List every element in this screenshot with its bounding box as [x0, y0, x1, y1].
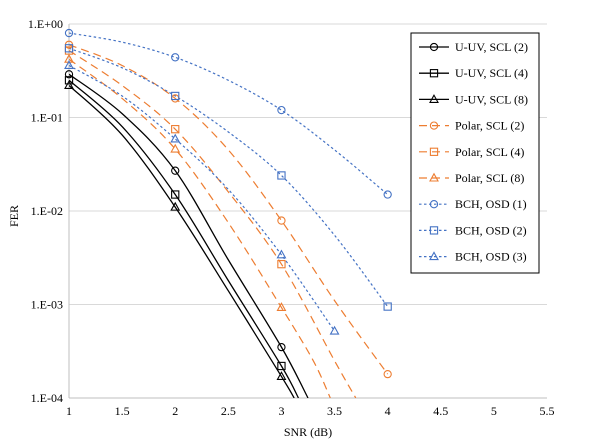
- x-tick-label: 5.5: [540, 404, 555, 418]
- legend-label: U-UV, SCL (8): [455, 92, 528, 106]
- legend-label: U-UV, SCL (2): [455, 40, 528, 54]
- y-tick-label: 1.E-01: [31, 111, 63, 125]
- data-point-marker: [171, 125, 180, 134]
- x-tick-label: 2.5: [221, 404, 236, 418]
- x-tick-label: 4.5: [433, 404, 448, 418]
- series-line-3: [69, 85, 295, 398]
- data-point-marker: [277, 342, 286, 352]
- data-point-marker: [277, 260, 286, 269]
- y-tick-label: 1.E-03: [31, 298, 63, 312]
- legend-marker: [429, 226, 439, 235]
- x-tick-label: 3: [278, 404, 284, 418]
- legend-label: Polar, SCL (8): [455, 171, 524, 185]
- series-line-5: [69, 50, 357, 398]
- legend-label: BCH, OSD (2): [455, 223, 527, 237]
- data-point-marker: [170, 201, 181, 211]
- tick-labels: 1 1.5 2 2.5 3 3.5 4 4.5 5 5.5 1.E-04 1.E-03 1.E-02 1.…: [28, 17, 555, 418]
- data-point-marker: [64, 70, 74, 79]
- legend-marker: [429, 251, 439, 261]
- series-line-1: [69, 73, 309, 398]
- y-axis-title: FER: [7, 205, 21, 227]
- data-point-marker: [171, 53, 180, 62]
- data-point-marker: [277, 171, 286, 180]
- legend-label: BCH, OSD (1): [455, 197, 527, 211]
- x-tick-label: 1.5: [115, 404, 130, 418]
- y-tick-label: 1.E-04: [31, 391, 63, 405]
- data-point-marker: [383, 369, 392, 379]
- series-line-6: [69, 58, 331, 398]
- series-line-2: [69, 79, 300, 398]
- x-tick-label: 1: [66, 404, 72, 418]
- data-point-marker: [64, 28, 74, 38]
- series-line-9: [69, 64, 336, 332]
- x-tick-label: 2: [172, 404, 178, 418]
- x-tick-label: 4: [385, 404, 391, 418]
- series-line-8: [69, 47, 389, 307]
- series-lines: [69, 32, 389, 398]
- data-point-marker: [277, 361, 286, 371]
- data-point-marker: [64, 44, 74, 53]
- legend-marker: [429, 172, 439, 182]
- legend-marker: [429, 147, 439, 156]
- series-line-4: [69, 44, 389, 375]
- data-point-marker: [383, 302, 392, 311]
- data-point-marker: [276, 371, 287, 381]
- data-point-marker: [171, 91, 180, 101]
- legend: U-UV, SCL (2) U-UV, SCL (4) U-UV, SCL (8) P…: [410, 32, 540, 274]
- legend-marker: [429, 121, 439, 130]
- data-point-marker: [64, 76, 74, 85]
- data-point-marker: [170, 143, 181, 153]
- legend-label: Polar, SCL (4): [455, 145, 524, 159]
- data-point-marker: [276, 249, 287, 259]
- data-point-marker: [171, 166, 180, 175]
- legend-marker: [429, 42, 439, 52]
- legend-marker: [429, 200, 439, 209]
- x-tick-label: 3.5: [327, 404, 342, 418]
- data-point-marker: [329, 325, 340, 335]
- data-point-marker: [171, 190, 180, 199]
- legend-marker: [429, 94, 439, 103]
- data-point-marker: [64, 80, 74, 90]
- legend-marker: [429, 69, 439, 78]
- data-point-marker: [383, 190, 392, 199]
- y-tick-label: 1.E-02: [31, 204, 63, 218]
- data-point-marker: [64, 60, 74, 70]
- x-tick-label: 5: [491, 404, 497, 418]
- x-axis-title: SNR (dB): [284, 425, 332, 439]
- series-markers: [64, 28, 392, 381]
- series-line-7: [69, 32, 389, 195]
- legend-label: U-UV, SCL (4): [455, 66, 528, 80]
- data-point-marker: [170, 133, 181, 143]
- y-tick-label: 1.E+00: [28, 17, 63, 31]
- data-point-marker: [277, 105, 286, 115]
- data-point-marker: [277, 216, 286, 225]
- legend-label: Polar, SCL (2): [455, 119, 524, 133]
- data-point-marker: [276, 302, 287, 311]
- legend-label: BCH, OSD (3): [455, 250, 527, 264]
